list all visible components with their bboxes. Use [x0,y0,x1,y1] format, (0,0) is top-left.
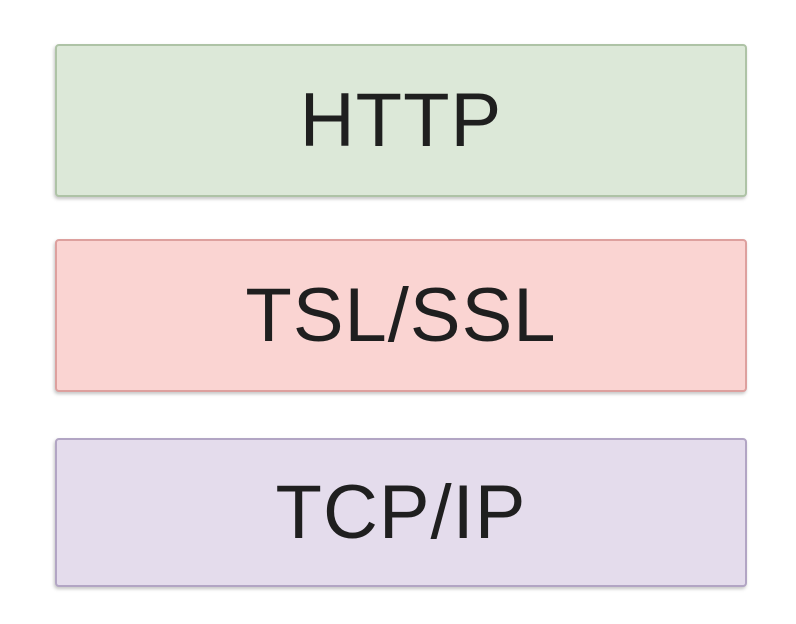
layer-label-tcp-ip: TCP/IP [275,469,527,555]
layer-box-http: HTTP [55,44,747,197]
layer-label-http: HTTP [299,77,503,163]
layer-box-tsl-ssl: TSL/SSL [55,239,747,392]
layer-box-tcp-ip: TCP/IP [55,438,747,587]
layer-label-tsl-ssl: TSL/SSL [245,272,557,358]
